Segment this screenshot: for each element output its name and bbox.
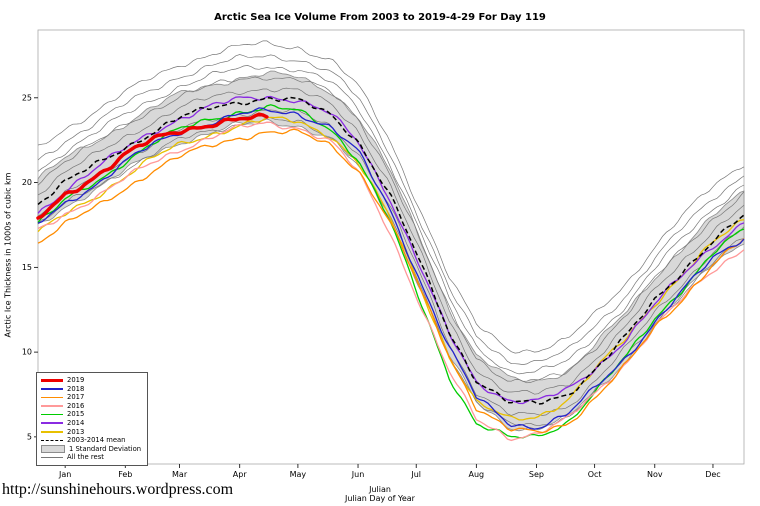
rest-line	[37, 54, 745, 365]
legend-label: 2014	[67, 418, 85, 427]
legend-swatch-line	[41, 422, 63, 425]
x-axis-tick-label: Aug	[469, 470, 485, 479]
std-deviation-band	[37, 70, 745, 432]
legend-item: 1 Standard Deviation	[41, 445, 141, 454]
legend-label: All the rest	[67, 453, 104, 462]
x-axis-tick-label: Jan	[58, 470, 71, 479]
legend-item: 2014	[41, 419, 141, 428]
x-axis-tick-label: May	[290, 470, 307, 479]
x-axis-tick-label: Jul	[410, 470, 421, 479]
x-axis-label-line2: Julian Day of Year	[345, 494, 415, 503]
legend-label: 2017	[67, 393, 85, 402]
series-line-2019	[36, 112, 269, 220]
x-axis-tick-label: Jun	[351, 470, 365, 479]
legend-label: 2003-2014 mean	[67, 436, 126, 445]
legend-item: 2003-2014 mean	[41, 436, 141, 445]
legend-label: 2015	[67, 410, 85, 419]
y-axis-label: Arctic Ice Thickness in 1000s of cubic k…	[3, 172, 13, 338]
legend-label: 2019	[67, 376, 85, 384]
legend-swatch-line	[41, 413, 63, 416]
rest-line	[37, 40, 745, 354]
x-axis-tick-label: Nov	[647, 470, 663, 479]
x-axis-tick-label: Dec	[705, 470, 720, 479]
series-line-2017	[37, 128, 745, 434]
series-line-2013	[37, 116, 745, 421]
x-axis-tick-label: Oct	[588, 470, 602, 479]
series-line-2014	[37, 95, 745, 405]
x-axis-tick-label: Mar	[172, 470, 188, 479]
legend-swatch-thin	[41, 457, 63, 459]
legend-item: 2015	[41, 410, 141, 419]
footer-url-link[interactable]: http://sunshinehours.wordpress.com	[2, 481, 234, 498]
legend-item: 2017	[41, 393, 141, 402]
legend-label: 2013	[67, 427, 85, 436]
legend-swatch-dashed	[41, 439, 63, 441]
y-axis-tick-label: 25	[22, 93, 32, 102]
x-axis-tick-label: Sep	[529, 470, 544, 479]
legend-swatch-box	[41, 445, 65, 454]
x-axis-label-line1: Julian	[369, 485, 391, 494]
series-line-2016	[37, 121, 745, 442]
y-axis-tick-label: 15	[22, 263, 32, 272]
series-line-2018	[37, 107, 745, 430]
y-axis-tick-label: 5	[27, 432, 32, 441]
y-axis-tick-label: 20	[22, 178, 32, 187]
rest-line	[37, 76, 745, 384]
y-axis-tick-label: 10	[22, 348, 32, 357]
chart-legend: 2019 2018 2017 2016 2015 2014 2013 2003-2014 me…	[36, 372, 149, 466]
legend-swatch-thick	[41, 378, 63, 383]
legend-item: 2018	[41, 385, 141, 394]
legend-label: 1 Standard Deviation	[69, 444, 142, 453]
legend-label: 2018	[67, 384, 85, 393]
plot-frame	[37, 29, 745, 465]
legend-swatch-line	[41, 405, 63, 407]
legend-item: 2016	[41, 402, 141, 411]
legend-item: All the rest	[41, 453, 141, 462]
rest-line	[37, 65, 745, 375]
legend-swatch-line	[41, 431, 63, 433]
x-axis-tick-label: Apr	[233, 470, 248, 479]
legend-swatch-line	[41, 396, 63, 399]
chart-title: Arctic Sea Ice Volume From 2003 to 2019-…	[214, 12, 546, 23]
x-axis-tick-label: Feb	[118, 470, 132, 479]
legend-item: 2019	[41, 376, 141, 385]
series-line-mean	[37, 96, 745, 405]
legend-label: 2016	[67, 401, 85, 410]
rest-line	[37, 87, 745, 395]
legend-item: 2013	[41, 428, 141, 437]
legend-swatch-line	[41, 388, 63, 390]
